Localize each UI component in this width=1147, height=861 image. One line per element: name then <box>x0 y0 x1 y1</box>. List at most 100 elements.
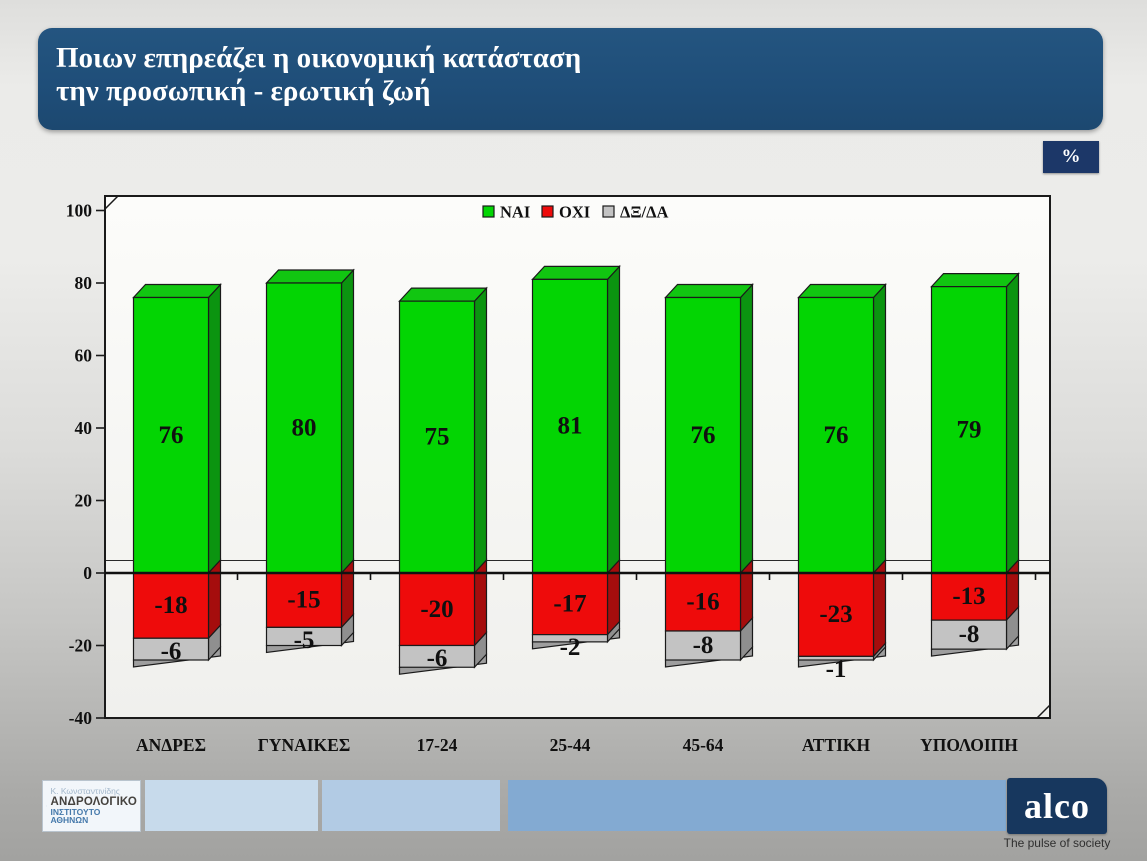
footer-strip-segment-2 <box>322 780 500 831</box>
bar-value-label: -20 <box>420 596 453 623</box>
legend-label: ΝΑΙ <box>500 203 530 222</box>
bar-value-label: -16 <box>686 589 719 616</box>
bar-segment-yes <box>265 282 343 574</box>
y-axis-label: 60 <box>75 346 93 366</box>
y-axis-label: 100 <box>66 201 93 221</box>
y-axis-label: -40 <box>69 708 93 728</box>
bar-value-label: -13 <box>952 583 985 610</box>
bar-side-no <box>872 558 887 658</box>
bar-segment-yes <box>664 296 742 574</box>
institute-logo-text: Κ. Κωνσταντινίδης ΑΝΔΡΟΛΟΓΙΚΟ ΙΝΣΤΙΤΟΥΤΟ… <box>50 785 137 826</box>
bar-value-label: 76 <box>691 422 716 449</box>
y-axis-label: 80 <box>75 273 93 293</box>
bar-segment-dk <box>265 626 343 647</box>
legend-swatch <box>541 205 554 218</box>
wall-bevel-top-left <box>104 195 119 210</box>
bar-segment-yes <box>398 300 476 574</box>
bar-segment-dk <box>797 655 875 661</box>
bar-top-face <box>531 265 621 280</box>
bar-value-label: -6 <box>427 645 448 672</box>
bar-group <box>664 282 754 668</box>
bar-top-face <box>930 273 1020 288</box>
percent-unit-label: % <box>1061 146 1081 167</box>
institute-name-small: Κ. Κωνσταντινίδης <box>50 785 120 796</box>
footer-strip-segment-1 <box>145 780 318 831</box>
legend-item <box>541 205 554 218</box>
institute-name-sub: ΙΝΣΤΙΤΟΥΤΟ ΑΘΗΝΩΝ <box>50 806 101 826</box>
slide-title-line1: Ποιων επηρεάζει η οικονομική κατάσταση <box>56 42 582 74</box>
bar-side-yes <box>207 282 222 575</box>
bar-group <box>132 282 222 668</box>
bar-value-label: -5 <box>294 627 315 654</box>
bar-segment-yes <box>930 286 1008 574</box>
legend-swatch <box>482 205 495 218</box>
bar-segment-dk <box>398 644 476 668</box>
bar-value-label: -1 <box>826 656 847 683</box>
bar-value-label: -18 <box>154 592 187 619</box>
bar-group <box>797 282 887 668</box>
bar-segment-no <box>398 572 476 647</box>
y-axis-label: -20 <box>69 636 93 656</box>
alco-logo: alco <box>1007 778 1107 834</box>
x-axis-label: 25-44 <box>550 735 591 755</box>
bar-segment-yes <box>797 296 875 574</box>
alco-tagline: The pulse of society <box>1003 836 1111 850</box>
bar-side-yes <box>739 282 754 575</box>
legend-item <box>482 205 495 218</box>
bar-value-label: 75 <box>425 424 450 451</box>
bar-side-yes <box>872 282 887 575</box>
slide-title-line2: την προσωπική - ερωτική ζωή <box>56 75 431 107</box>
x-axis-label: 17-24 <box>417 735 458 755</box>
bar-segment-dk <box>664 630 742 661</box>
bar-side-yes <box>1005 272 1020 575</box>
bar-segment-dk <box>132 637 210 661</box>
wall-bevel-bottom-right <box>1036 704 1051 719</box>
bar-value-label: 81 <box>558 413 583 440</box>
bar-group <box>398 286 488 675</box>
bar-value-label: -23 <box>819 601 852 628</box>
bar-segment-no <box>930 572 1008 621</box>
institute-logo: Κ. Κωνσταντινίδης ΑΝΔΡΟΛΟΓΙΚΟ ΙΝΣΤΙΤΟΥΤΟ… <box>42 780 141 832</box>
bar-value-label: 76 <box>824 422 849 449</box>
bar-segment-dk <box>930 619 1008 650</box>
y-axis-label: 20 <box>75 491 93 511</box>
legend-swatch <box>602 205 615 218</box>
x-axis-label: ΑΝΔΡΕΣ <box>136 735 206 755</box>
footer-strip-segment-3 <box>508 780 1006 831</box>
bar-segment-no <box>265 572 343 628</box>
y-axis-label: 40 <box>75 418 93 438</box>
bar-segment-yes <box>132 296 210 574</box>
bar-value-label: 76 <box>159 422 184 449</box>
slide-title: Ποιων επηρεάζει η οικονομική κατάσταση τ… <box>38 28 1103 130</box>
bar-group <box>930 272 1020 657</box>
legend-item <box>602 205 615 218</box>
bar-value-label: 80 <box>292 415 317 442</box>
bar-value-label: -6 <box>161 638 182 665</box>
bar-segment-no <box>531 572 609 636</box>
bar-side-yes <box>473 286 488 575</box>
bar-value-label: -8 <box>693 632 714 659</box>
alco-logo-text: alco <box>1024 786 1090 826</box>
bar-top-face <box>398 287 488 302</box>
bar-group <box>531 264 621 650</box>
legend-label: ΔΞ/ΔΑ <box>620 203 668 222</box>
y-axis-label: 0 <box>83 563 92 583</box>
x-axis-label: 45-64 <box>683 735 724 755</box>
legend-label: ΟΧΙ <box>559 203 590 222</box>
bar-side-yes <box>340 268 355 575</box>
bar-value-label: -17 <box>553 590 586 617</box>
bar-segment-no <box>132 572 210 639</box>
percent-unit-badge: % <box>1043 141 1099 173</box>
bar-group <box>265 268 355 654</box>
bar-value-label: -8 <box>959 621 980 648</box>
institute-name-main: ΑΝΔΡΟΛΟΓΙΚΟ <box>50 795 137 808</box>
x-axis-label: ΑΤΤΙΚΗ <box>802 735 871 755</box>
bar-top-face <box>797 283 887 299</box>
bar-value-label: -15 <box>287 587 320 614</box>
bar-top-face <box>664 283 754 299</box>
bar-top-face <box>265 269 355 284</box>
bar-value-label: -2 <box>560 634 581 661</box>
bar-segment-yes <box>531 278 609 574</box>
